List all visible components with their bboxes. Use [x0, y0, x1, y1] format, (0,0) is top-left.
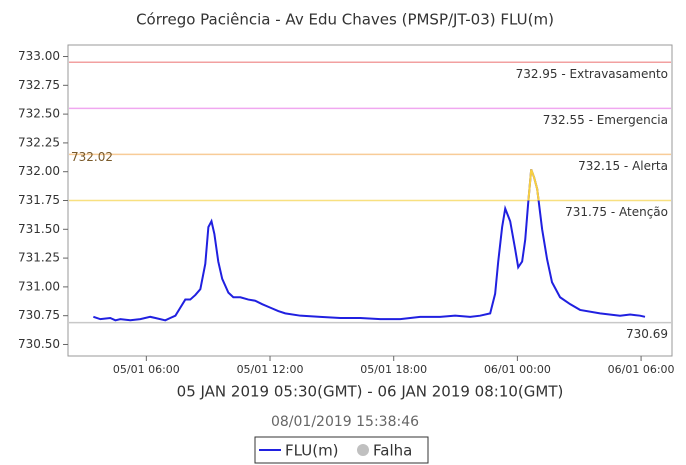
y-tick-label: 731.00	[18, 279, 60, 293]
threshold-label: 730.69	[626, 327, 668, 341]
x-tick-label: 06/01 06:00	[608, 363, 675, 376]
alert-overlay	[527, 169, 540, 201]
x-tick-label: 05/01 06:00	[113, 363, 180, 376]
threshold-label: 731.75 - Atenção	[565, 205, 668, 219]
x-tick-label: 05/01 18:00	[360, 363, 427, 376]
x-tick-label: 05/01 12:00	[237, 363, 304, 376]
y-tick-label: 733.00	[18, 49, 60, 63]
x-tick-label: 06/01 00:00	[484, 363, 551, 376]
y-tick-label: 732.25	[18, 135, 60, 149]
threshold-label: 732.15 - Alerta	[578, 159, 668, 173]
chart-title: Córrego Paciência - Av Edu Chaves (PMSP/…	[136, 11, 554, 29]
legend-label: Falha	[373, 442, 412, 460]
y-tick-label: 732.00	[18, 164, 60, 178]
max-label: 732.02	[71, 150, 113, 164]
threshold-label: 732.95 - Extravasamento	[516, 67, 668, 81]
y-tick-label: 730.50	[18, 337, 60, 351]
y-tick-label: 732.50	[18, 107, 60, 121]
y-tick-label: 731.75	[18, 193, 60, 207]
x-axis-label: 05 JAN 2019 05:30(GMT) - 06 JAN 2019 08:…	[177, 383, 564, 401]
y-tick-label: 731.25	[18, 251, 60, 265]
threshold-label: 732.55 - Emergencia	[543, 113, 668, 127]
subtitle: 08/01/2019 15:38:46	[271, 414, 419, 430]
legend-label: FLU(m)	[285, 442, 339, 460]
y-tick-label: 730.75	[18, 308, 60, 322]
legend-swatch	[357, 444, 369, 456]
y-tick-label: 732.75	[18, 78, 60, 92]
legend	[254, 436, 429, 464]
y-tick-label: 731.50	[18, 222, 60, 236]
